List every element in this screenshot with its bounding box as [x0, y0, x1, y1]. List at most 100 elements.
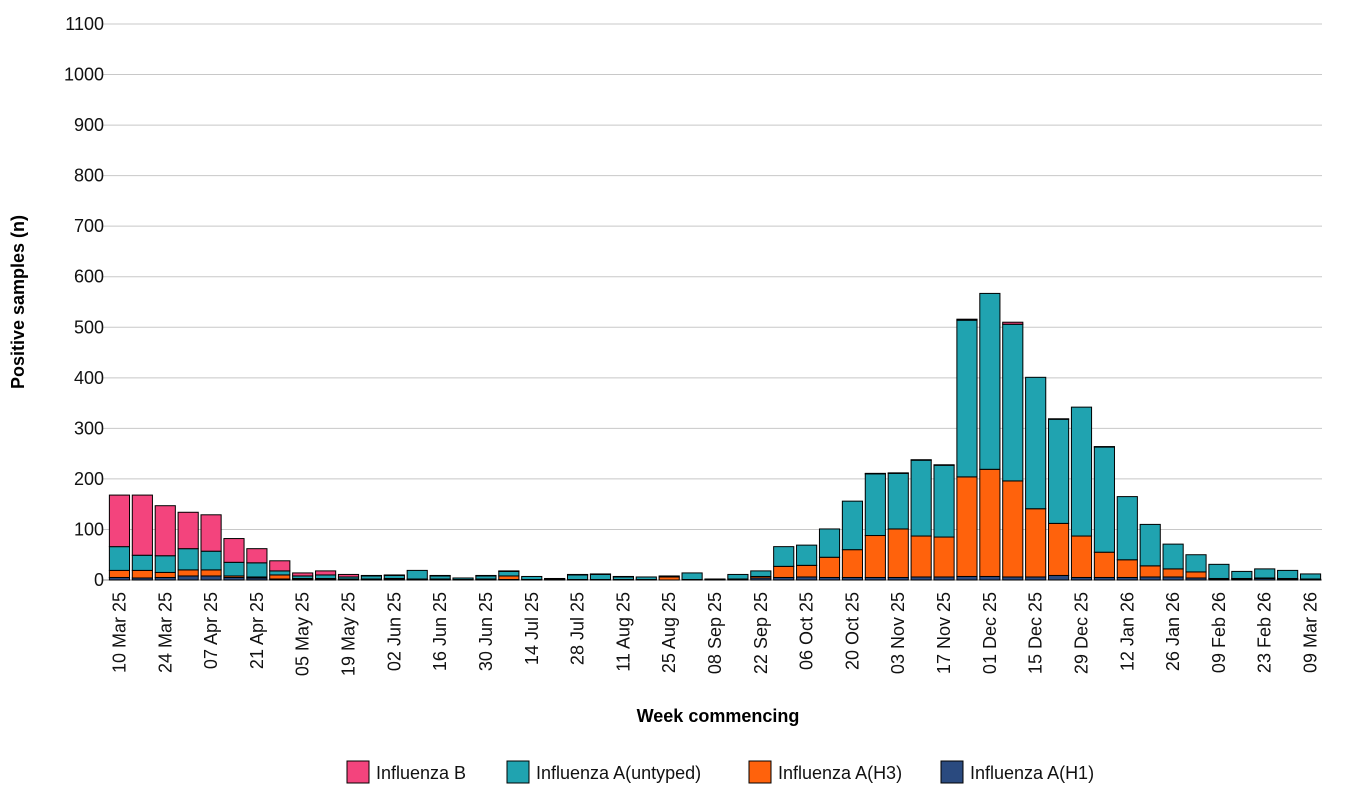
x-tick-label: 21 Apr 25	[247, 592, 267, 669]
bar-segment-influenza-a-untyped	[566, 574, 589, 580]
legend-swatch-influenza-b	[346, 760, 370, 784]
bar-segment-influenza-a-h3	[154, 571, 176, 578]
x-tick-label: 30 Jun 25	[476, 592, 496, 671]
bar-segment-influenza-a-h3	[1093, 551, 1115, 578]
y-tick-label: 300	[74, 418, 104, 438]
bar-segment-influenza-a-untyped	[108, 546, 131, 571]
bar-segment-influenza-a-h3	[818, 556, 841, 578]
y-tick-label: 800	[74, 166, 104, 186]
bar-segment-influenza-a-untyped	[910, 459, 932, 537]
bar-segment-influenza-b	[315, 570, 337, 576]
x-tick-label: 08 Sep 25	[705, 592, 725, 674]
legend-swatch-influenza-a-h3	[748, 760, 772, 784]
x-tick-label: 03 Nov 25	[888, 592, 908, 674]
bar-segment-influenza-a-untyped	[933, 464, 955, 538]
bar-segment-influenza-a-untyped	[315, 574, 337, 579]
bar-segment-influenza-b	[154, 505, 176, 557]
bar-segment-influenza-a-untyped	[796, 544, 818, 566]
bar-segment-influenza-a-h1	[200, 575, 222, 581]
bar-segment-influenza-b	[475, 574, 497, 577]
x-tick-label: 10 Mar 25	[109, 592, 129, 673]
bar-segment-influenza-b	[429, 574, 451, 577]
x-tick-label: 29 Dec 25	[1071, 592, 1091, 674]
legend-label-influenza-a-h3: Influenza A(H3)	[778, 763, 902, 783]
bar-segment-influenza-b	[108, 494, 131, 548]
legend: Influenza B Influenza A(untyped) Influenza…	[346, 760, 1094, 784]
bar-segment-influenza-a-h3	[1048, 522, 1070, 576]
bar-segment-influenza-a-h3	[1116, 559, 1138, 578]
bar-segment-influenza-a-untyped	[658, 575, 680, 578]
x-tick-label: 12 Jan 26	[1117, 592, 1137, 671]
x-tick-label: 16 Jun 25	[430, 592, 450, 671]
y-tick-label: 1000	[64, 65, 104, 85]
bar-segment-influenza-a-h3	[108, 569, 131, 578]
y-tick-label: 100	[74, 519, 104, 539]
legend-label-influenza-a-h1: Influenza A(H1)	[970, 763, 1094, 783]
bar-segment-influenza-a-untyped	[1185, 554, 1207, 573]
bar-segment-influenza-a-untyped	[1025, 376, 1047, 510]
bar-segment-influenza-a-untyped	[1139, 523, 1161, 567]
x-tick-label: 07 Apr 25	[201, 592, 221, 669]
bar-segment-influenza-b	[933, 464, 955, 466]
bar-segment-influenza-a-h3	[933, 536, 955, 578]
bar-segment-influenza-a-untyped	[589, 573, 612, 580]
bar-segment-influenza-a-untyped	[1162, 543, 1184, 570]
x-tick-label: 26 Jan 26	[1163, 592, 1183, 671]
bar-segment-influenza-a-untyped	[269, 570, 291, 576]
bar-segment-influenza-a-untyped	[521, 575, 543, 580]
x-tick-label: 14 Jul 25	[522, 592, 542, 665]
bar-segment-influenza-b	[131, 494, 153, 556]
bar-segment-influenza-b	[292, 572, 314, 577]
y-axis-tick-labels: 0 100 200 300 400 500 600 700 800 900 1000 1100	[64, 14, 104, 590]
bar-segment-influenza-a-h1	[979, 575, 1001, 581]
bar-segment-influenza-a-untyped	[956, 319, 978, 478]
bar-segment-influenza-a-h3	[1025, 508, 1047, 578]
bar-segment-influenza-a-untyped	[246, 562, 268, 578]
legend-swatch-influenza-a-untyped	[506, 760, 530, 784]
bar-segment-influenza-a-h3	[910, 535, 932, 578]
bar-segment-influenza-a-untyped	[544, 577, 566, 580]
bar-segment-influenza-a-h3	[200, 569, 222, 577]
x-tick-label: 19 May 25	[339, 592, 359, 676]
bar-segment-influenza-b	[1002, 321, 1024, 325]
y-tick-label: 900	[74, 115, 104, 135]
bar-segment-influenza-b	[956, 318, 978, 321]
y-tick-label: 1100	[65, 14, 104, 34]
bar-segment-influenza-a-untyped	[131, 554, 153, 571]
bar-segment-influenza-b	[383, 574, 405, 576]
x-tick-label: 02 Jun 25	[384, 592, 404, 671]
y-axis-title: Positive samples (n)	[8, 215, 28, 389]
y-tick-label: 600	[74, 267, 104, 287]
bar-segment-influenza-b	[246, 548, 268, 564]
y-tick-label: 700	[74, 216, 104, 236]
x-tick-label: 06 Oct 25	[797, 592, 817, 670]
bar-segment-influenza-a-untyped	[1002, 323, 1024, 482]
bar-segment-influenza-b	[498, 570, 520, 572]
x-tick-label: 09 Feb 26	[1209, 592, 1229, 673]
x-tick-label: 11 Aug 25	[613, 592, 633, 672]
bar-segment-influenza-a-untyped	[1277, 569, 1299, 579]
bar-segment-influenza-b	[337, 573, 360, 578]
bar-segment-influenza-a-untyped	[750, 570, 772, 577]
bar-segment-influenza-a-h3	[979, 468, 1001, 577]
x-tick-label: 23 Feb 26	[1255, 592, 1275, 673]
bar-segment-influenza-a-h3	[177, 569, 199, 577]
bar-segment-influenza-a-h1	[1048, 574, 1070, 581]
bar-segment-influenza-a-untyped	[1299, 573, 1322, 580]
y-tick-label: 500	[74, 317, 104, 337]
bar-segment-influenza-a-untyped	[452, 577, 474, 580]
y-tick-label: 0	[94, 570, 104, 590]
bar-segment-influenza-a-untyped	[1116, 496, 1138, 561]
bar-segment-influenza-b	[1093, 446, 1115, 448]
bar-segment-influenza-a-h3	[796, 564, 818, 578]
bar-segment-influenza-b	[566, 573, 589, 576]
x-tick-label: 05 May 25	[293, 592, 313, 676]
bar-segment-influenza-a-untyped	[154, 555, 176, 573]
bar-segment-influenza-a-untyped	[818, 528, 841, 558]
bar-segment-influenza-a-untyped	[1231, 570, 1253, 579]
bar-segment-influenza-a-untyped	[773, 546, 795, 567]
legend-label-influenza-a-untyped: Influenza A(untyped)	[536, 763, 701, 783]
bar-segment-influenza-a-h3	[131, 569, 153, 579]
bar-segment-influenza-a-h3	[1002, 480, 1024, 578]
